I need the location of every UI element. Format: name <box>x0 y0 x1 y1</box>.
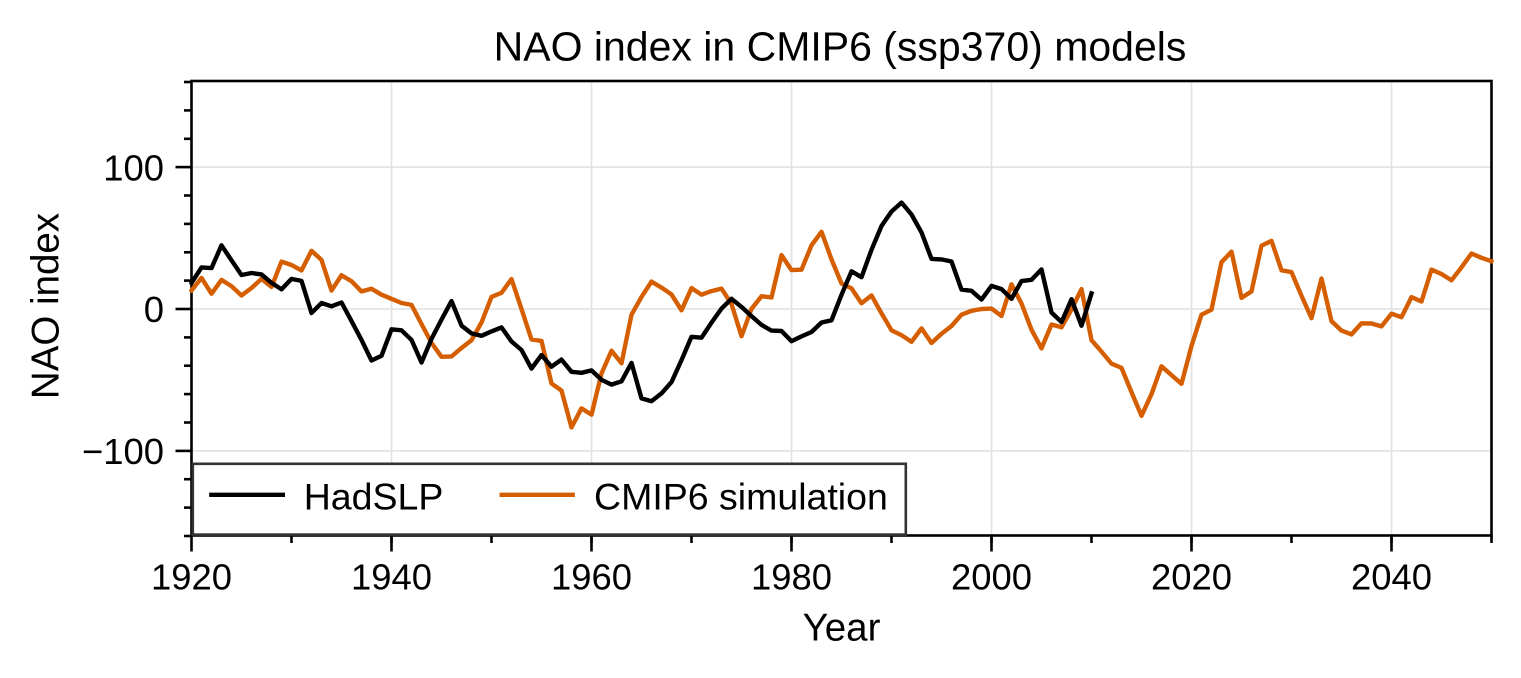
svg-text:NAO index: NAO index <box>25 213 68 399</box>
svg-text:CMIP6 simulation: CMIP6 simulation <box>594 475 888 517</box>
svg-text:NAO index in CMIP6 (ssp370) mo: NAO index in CMIP6 (ssp370) models <box>494 24 1187 70</box>
svg-text:1960: 1960 <box>551 557 632 598</box>
svg-text:1920: 1920 <box>151 557 232 598</box>
svg-text:Year: Year <box>803 607 881 650</box>
svg-text:−100: −100 <box>82 431 164 472</box>
svg-text:2000: 2000 <box>951 557 1032 598</box>
svg-text:1940: 1940 <box>351 557 432 598</box>
svg-text:1980: 1980 <box>751 557 832 598</box>
svg-text:100: 100 <box>103 147 164 188</box>
svg-text:0: 0 <box>144 289 164 330</box>
svg-text:2040: 2040 <box>1351 557 1432 598</box>
svg-text:2020: 2020 <box>1151 557 1232 598</box>
svg-text:HadSLP: HadSLP <box>304 475 444 517</box>
